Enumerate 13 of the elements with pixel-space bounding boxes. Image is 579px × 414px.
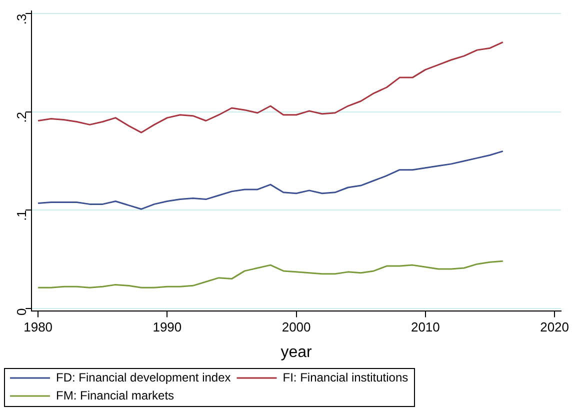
legend-label: FI: Financial institutions	[282, 370, 408, 384]
x-tick-label: 2010	[410, 320, 440, 335]
x-tick-label: 2000	[282, 320, 311, 335]
x-axis-title: year	[280, 344, 313, 361]
y-tick-label: .1	[14, 210, 30, 221]
y-tick-label: .3	[14, 14, 30, 25]
x-tick-label: 1980	[24, 320, 53, 335]
legend-label: FD: Financial development index	[56, 370, 231, 384]
legend-label: FM: Financial markets	[56, 388, 174, 402]
y-tick-label: .2	[14, 112, 30, 123]
y-tick-label: 0	[14, 308, 30, 316]
x-tick-label: 1990	[152, 320, 182, 335]
x-tick-label: 2020	[540, 320, 570, 335]
